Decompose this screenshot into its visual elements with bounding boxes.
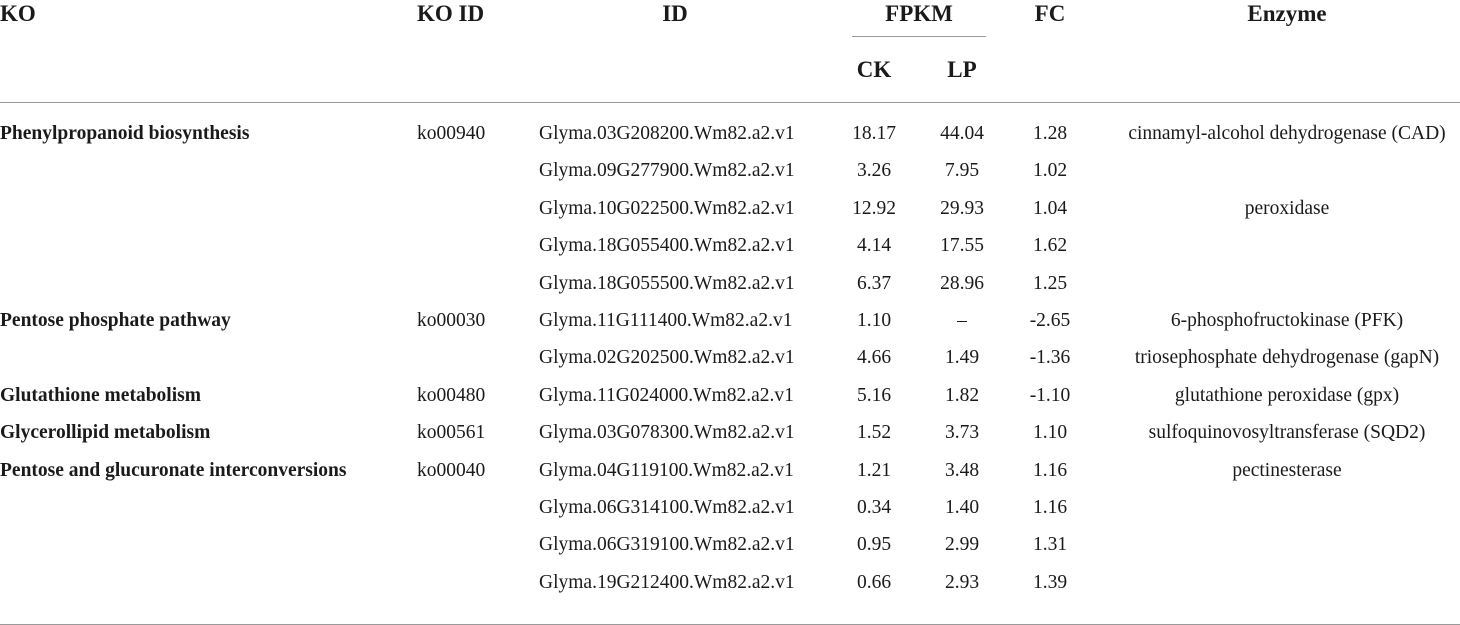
fpkm-ck-cell: 18.17 [852,123,896,144]
gene-id-cell: Glyma.19G212400.Wm82.a2.v1 [539,571,795,593]
ko-cell: Glycerollipid metabolism [0,422,211,444]
gene-id-cell: Glyma.04G119100.Wm82.a2.v1 [539,459,794,481]
fc-cell: 1.31 [1032,534,1068,556]
fpkm-ck-cell: 5.16 [856,384,892,406]
header-fc: FC [1034,1,1066,26]
fpkm-ck-cell: 1.10 [856,310,892,331]
gene-id-cell: Glyma.11G111400.Wm82.a2.v1 [539,310,793,331]
gene-id-cell: Glyma.03G078300.Wm82.a2.v1 [539,422,795,444]
fpkm-subheader-rule [852,36,986,37]
enzyme-cell: glutathione peroxidase (gpx) [1174,384,1400,406]
fpkm-lp-cell: 17.55 [940,235,984,257]
table-row: Pentose phosphate pathway ko00030 Glyma.11… [0,311,1460,348]
ko-id-cell: ko00480 [417,384,486,406]
fpkm-ck-cell: 0.95 [856,534,892,556]
fpkm-ck-cell: 3.26 [856,160,892,182]
ko-cell: Phenylpropanoid biosynthesis [0,123,250,144]
gene-id-cell: Glyma.18G055400.Wm82.a2.v1 [539,235,795,257]
header-enzyme: Enzyme [1247,1,1327,26]
gene-id-cell: Glyma.02G202500.Wm82.a2.v1 [539,347,795,369]
ko-cell: Glutathione metabolism [0,384,201,406]
fc-cell: -1.36 [1029,347,1071,369]
fpkm-ck-cell: 1.52 [856,422,892,444]
fc-cell: 1.16 [1032,497,1068,518]
header-lp: LP [947,57,977,82]
table-row: Phenylpropanoid biosynthesis ko00940 Glyma… [0,124,1460,161]
table-row: Glyma.06G319100.Wm82.a2.v1 0.95 2.99 1.31 [0,535,1460,572]
table-row: Pentose and glucuronate interconversions… [0,461,1460,498]
fc-cell: -1.10 [1029,384,1071,406]
table-row: Glycerollipid metabolism ko00561 Glyma.03G… [0,423,1460,460]
fpkm-ck-cell: 12.92 [852,197,896,219]
header-fpkm: FPKM [885,1,953,26]
fc-cell: 1.28 [1032,123,1068,144]
fpkm-lp-cell: 28.96 [940,272,984,294]
table-row: Glyma.18G055500.Wm82.a2.v1 6.37 28.96 1.25 [0,274,1460,311]
gene-id-cell: Glyma.09G277900.Wm82.a2.v1 [539,160,795,182]
table-row: Glyma.02G202500.Wm82.a2.v1 4.66 1.49 -1.36 t… [0,348,1460,385]
gene-id-cell: Glyma.18G055500.Wm82.a2.v1 [539,272,795,294]
gene-id-cell: Glyma.06G314100.Wm82.a2.v1 [539,497,795,518]
enzyme-cell: pectinesterase [1232,459,1342,481]
fpkm-lp-cell: 3.73 [944,422,980,444]
header-ko-id: KO ID [417,1,485,26]
ko-id-cell: ko00040 [417,459,486,481]
ko-cell: Pentose phosphate pathway [0,310,231,331]
fpkm-lp-cell: 1.82 [944,384,980,406]
fc-cell: 1.04 [1032,197,1068,219]
header-id: ID [662,1,688,26]
fpkm-ck-cell: 1.21 [856,459,892,481]
gene-id-cell: Glyma.03G208200.Wm82.a2.v1 [539,123,795,144]
gene-id-cell: Glyma.11G024000.Wm82.a2.v1 [539,384,794,406]
gene-id-cell: Glyma.10G022500.Wm82.a2.v1 [539,197,795,219]
enzyme-cell: sulfoquinovosyltransferase (SQD2) [1148,422,1426,444]
fpkm-lp-cell: 3.48 [944,459,980,481]
ko-id-cell: ko00940 [417,123,486,144]
fpkm-lp-cell: 1.49 [944,347,980,369]
enzyme-cell: triosephosphate dehydrogenase (gapN) [1134,347,1440,369]
fpkm-lp-cell: 44.04 [940,123,984,144]
ko-id-cell: ko00030 [417,310,486,331]
fc-cell: 1.62 [1032,235,1068,257]
fc-cell: 1.16 [1032,459,1068,481]
fc-cell: 1.02 [1032,160,1068,182]
fc-cell: 1.39 [1032,571,1068,593]
fpkm-lp-cell: 1.40 [944,497,980,518]
header-ko: KO [0,1,36,26]
fpkm-lp-cell: 2.93 [944,571,980,593]
table-row: Glyma.19G212400.Wm82.a2.v1 0.66 2.93 1.39 [0,573,1460,610]
table-row: Glutathione metabolism ko00480 Glyma.11G02… [0,386,1460,423]
table-row: Glyma.18G055400.Wm82.a2.v1 4.14 17.55 1.62 [0,236,1460,273]
header-bottom-rule [0,102,1460,103]
fpkm-lp-cell: 7.95 [944,160,980,182]
enzyme-cell: cinnamyl-alcohol dehydrogenase (CAD) [1128,123,1446,144]
fc-cell: -2.65 [1029,310,1071,331]
table-row: Glyma.06G314100.Wm82.a2.v1 0.34 1.40 1.16 [0,498,1460,535]
fpkm-lp-cell: – [957,310,967,331]
ko-cell: Pentose and glucuronate interconversions [0,459,347,481]
header-ck: CK [856,57,892,82]
table-row: Glyma.10G022500.Wm82.a2.v1 12.92 29.93 1.04… [0,199,1460,236]
fpkm-ck-cell: 0.66 [856,571,892,593]
enzyme-cell: peroxidase [1244,197,1330,219]
ko-id-cell: ko00561 [417,422,486,444]
fpkm-ck-cell: 0.34 [856,497,892,518]
table-row: Glyma.09G277900.Wm82.a2.v1 3.26 7.95 1.02 [0,161,1460,198]
fpkm-ck-cell: 6.37 [856,272,892,294]
fpkm-lp-cell: 2.99 [944,534,980,556]
fpkm-ck-cell: 4.14 [856,235,892,257]
gene-id-cell: Glyma.06G319100.Wm82.a2.v1 [539,534,795,556]
enzyme-cell: 6-phosphofructokinase (PFK) [1170,310,1404,331]
fpkm-lp-cell: 29.93 [940,197,984,219]
fc-cell: 1.25 [1032,272,1068,294]
fpkm-ck-cell: 4.66 [856,347,892,369]
fc-cell: 1.10 [1032,422,1068,444]
